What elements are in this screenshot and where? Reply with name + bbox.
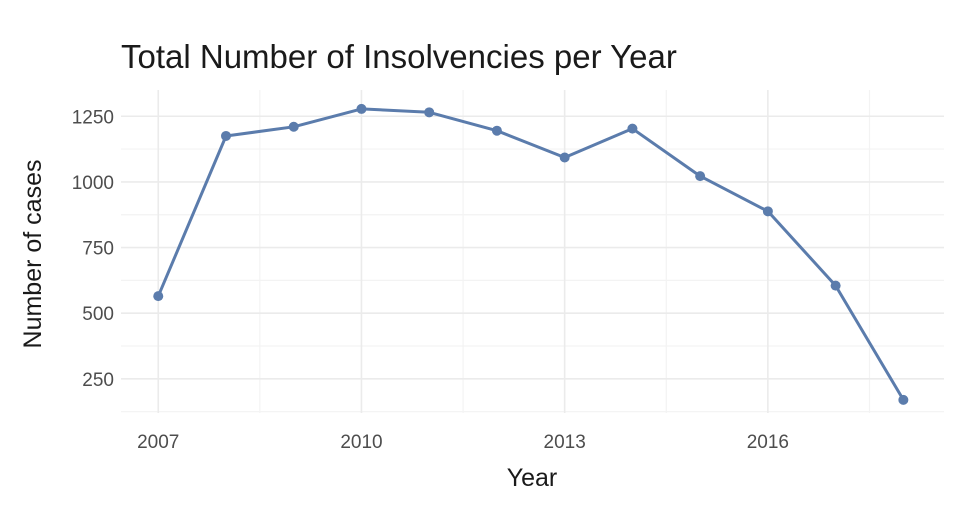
data-point [830,280,841,291]
data-point [491,125,502,136]
series-line [156,107,905,401]
y-tick-labels: 250 500 750 1000 1250 [72,107,114,391]
data-point [559,152,570,163]
data-point [695,171,706,182]
y-tick-label: 500 [82,304,114,325]
data-point [288,121,299,132]
data-point [762,206,773,217]
y-tick-label: 1250 [72,107,114,128]
x-tick-label: 2007 [137,432,179,453]
series-group [153,103,909,405]
data-point [153,291,164,302]
y-tick-label: 250 [82,370,114,391]
x-tick-label: 2013 [544,432,586,453]
x-tick-label: 2010 [340,432,382,453]
data-point [627,123,638,134]
y-axis-title: Number of cases [19,160,47,349]
data-point [424,107,435,118]
data-point [356,103,367,114]
x-axis-title: Year [507,464,558,492]
chart-title: Total Number of Insolvencies per Year [121,38,677,75]
data-point [220,130,231,141]
x-tick-label: 2016 [747,432,789,453]
y-tick-label: 1000 [72,173,114,194]
data-point [898,394,909,405]
x-tick-labels: 2007 2010 2013 2016 [137,432,789,453]
y-tick-label: 750 [82,239,114,260]
grid [121,90,944,413]
